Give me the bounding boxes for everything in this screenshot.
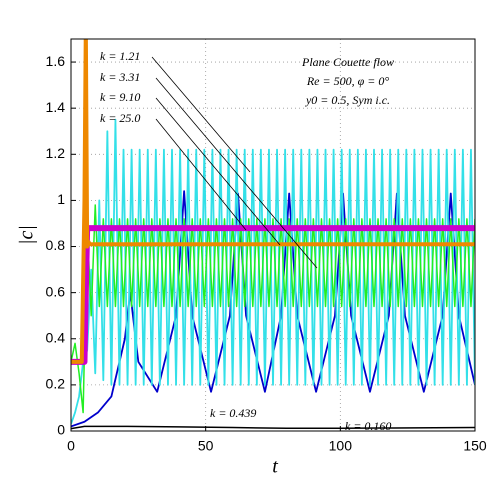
annotation: y0 = 0.5, Sym i.c. [305,93,390,107]
y-tick-label: 0.4 [46,329,66,345]
arrow [155,77,318,269]
series-line [71,425,475,430]
x-tick-label: 100 [329,438,353,454]
y-tick-label: 1.4 [46,99,66,115]
arrow [155,118,247,231]
y-tick-label: 0.8 [46,237,66,253]
plot-area [71,39,475,430]
y-tick-label: 0 [57,422,65,438]
arrows [151,56,318,269]
series-line [71,204,475,414]
x-tick-label: 0 [67,438,75,454]
annotation: Re = 500, φ = 0° [306,74,389,88]
series-label: k = 9.10 [100,90,140,104]
series-line [71,39,475,364]
arrow [155,97,281,246]
y-tick-label: 1.6 [46,53,66,69]
y-axis-label: |c| [16,225,38,245]
series-label: k = 0.160 [345,419,391,433]
y-tick-label: 0.6 [46,283,66,299]
y-tick-label: 1.2 [46,145,66,161]
arrow [151,56,251,173]
series-label: k = 3.31 [100,70,140,84]
x-tick-label: 50 [198,438,214,454]
x-tick-label: 150 [463,438,487,454]
y-tick-label: 0.2 [46,376,66,392]
series-label: k = 1.21 [100,49,140,63]
x-axis-label: t [272,456,278,478]
series-label: k = 25.0 [100,111,140,125]
axes-frame [70,38,476,432]
y-tick-label: 1 [57,191,65,207]
series-label: k = 0.439 [210,406,256,420]
annotation: Plane Couette flow [301,55,394,69]
